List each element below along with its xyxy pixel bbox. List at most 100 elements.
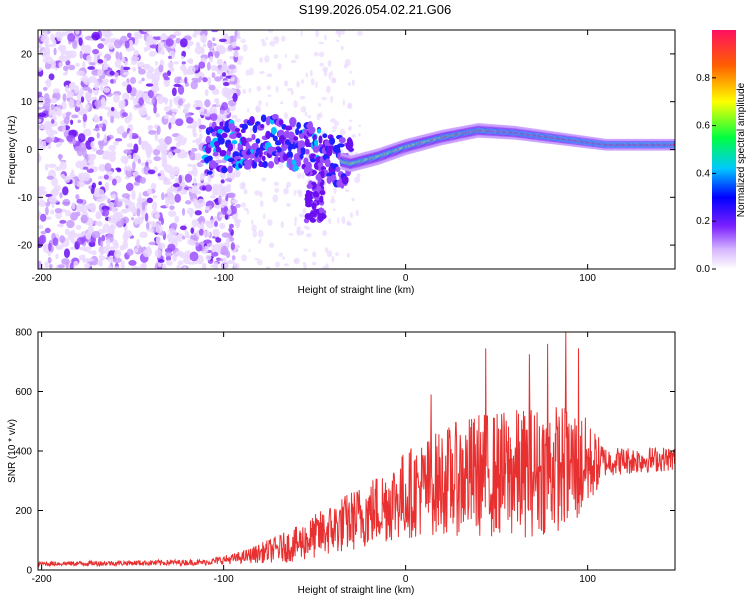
spectrogram-ylabel: Frequency (Hz): [7, 116, 18, 185]
noise-blob: [102, 156, 107, 160]
colorbar-tick-label: 0.4: [696, 168, 710, 179]
noise-blob: [143, 93, 147, 102]
noise-blob: [45, 43, 49, 54]
noise-blob: [162, 143, 168, 151]
noise-blob: [83, 128, 92, 137]
noise-blob: [273, 181, 280, 187]
noise-blob: [60, 173, 66, 179]
colorbar-gradient: [712, 30, 736, 269]
noise-blob: [76, 70, 85, 76]
noise-blob: [294, 222, 297, 226]
noise-blob: [73, 85, 80, 94]
noise-blob: [58, 153, 62, 161]
x-tick-label: 100: [579, 273, 596, 284]
noise-blob: [254, 190, 261, 196]
noise-blob: [85, 258, 95, 262]
noise-blob: [181, 50, 187, 58]
noise-blob: [56, 107, 62, 117]
noise-blob: [169, 34, 176, 39]
noise-blob: [204, 99, 211, 108]
noise-blob: [346, 252, 351, 258]
noise-blob: [143, 63, 151, 69]
signal-blob: [299, 153, 304, 159]
noise-blob: [73, 260, 79, 267]
noise-blob: [100, 38, 106, 42]
noise-blob: [81, 158, 87, 167]
noise-blob: [85, 104, 90, 111]
noise-blob: [133, 143, 139, 154]
noise-blob: [234, 52, 239, 58]
noise-blob: [286, 202, 291, 207]
noise-blob: [213, 229, 219, 237]
y-tick-label: 0: [26, 145, 32, 156]
noise-blob: [184, 173, 193, 183]
noise-blob: [124, 60, 128, 67]
noise-blob: [153, 148, 161, 156]
noise-blob: [172, 183, 180, 188]
noise-blob: [146, 70, 154, 80]
noise-blob: [129, 95, 135, 101]
noise-blob: [50, 209, 55, 215]
noise-blob: [120, 260, 125, 269]
noise-blob: [44, 163, 49, 171]
noise-blob: [64, 228, 70, 235]
noise-blob: [131, 217, 135, 221]
noise-blob: [136, 208, 141, 217]
noise-blob: [122, 132, 128, 139]
noise-blob: [220, 187, 228, 196]
noise-blob: [113, 241, 119, 249]
noise-blob: [100, 85, 104, 92]
noise-blob: [175, 177, 179, 184]
noise-blob: [213, 220, 219, 228]
noise-blob: [202, 77, 208, 83]
noise-blob: [347, 102, 353, 110]
noise-blob: [226, 96, 233, 100]
noise-blob: [137, 91, 145, 96]
noise-blob: [86, 168, 94, 174]
noise-blob: [261, 177, 267, 182]
noise-blob: [171, 166, 180, 176]
noise-blob: [177, 260, 184, 266]
noise-blob: [44, 206, 49, 216]
x-tick-label: -200: [32, 273, 52, 284]
noise-blob: [208, 84, 216, 91]
noise-blob: [121, 208, 127, 213]
signal-blob: [249, 115, 255, 125]
noise-blob: [173, 148, 181, 154]
noise-blob: [68, 64, 76, 71]
noise-blob: [184, 230, 190, 239]
noise-blob: [210, 30, 219, 33]
noise-blob: [167, 151, 174, 159]
noise-blob: [266, 85, 271, 91]
noise-blob: [128, 130, 133, 140]
noise-blob: [62, 186, 69, 196]
noise-blob: [151, 201, 158, 211]
noise-blob: [188, 58, 194, 65]
noise-blob: [71, 169, 75, 177]
noise-blob: [75, 194, 80, 200]
noise-blob: [230, 242, 235, 251]
noise-blob: [203, 109, 207, 114]
noise-blob: [38, 43, 43, 49]
noise-blob: [212, 37, 216, 42]
signal-blob: [318, 135, 323, 144]
colorbar-tick-label: 0.8: [696, 73, 710, 84]
noise-blob: [243, 189, 248, 195]
noise-blob: [234, 118, 242, 123]
noise-blob: [110, 106, 115, 112]
noise-blob: [120, 155, 129, 164]
noise-blob: [193, 100, 203, 104]
noise-blob: [154, 212, 160, 220]
signal-blob: [278, 119, 284, 126]
signal-blob: [324, 158, 331, 168]
noise-blob: [44, 261, 49, 269]
signal-blob: [267, 161, 275, 169]
noise-blob: [230, 204, 234, 211]
noise-blob: [285, 185, 289, 189]
signal-blob: [227, 142, 234, 152]
y-tick-label: 20: [21, 49, 33, 60]
noise-blob: [296, 189, 303, 195]
noise-blob: [157, 173, 161, 177]
noise-blob: [62, 72, 68, 76]
